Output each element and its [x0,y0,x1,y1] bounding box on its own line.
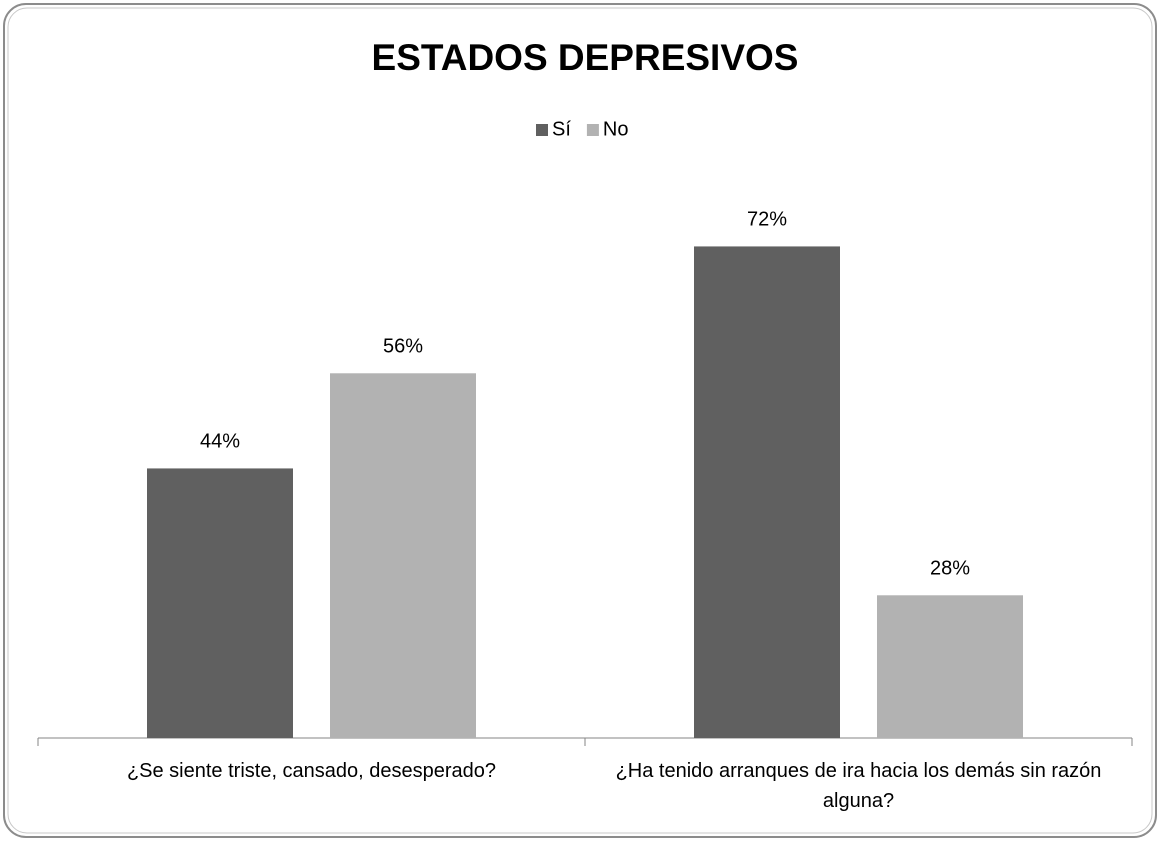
data-label: 72% [747,209,787,231]
bar [877,595,1023,738]
x-tick-label: ¿Se siente triste, cansado, desesperado? [126,760,497,782]
chart-frame-inner [7,7,1153,834]
legend-swatch [586,124,599,136]
legend-label: No [603,118,629,140]
chart-title: ESTADOS DEPRESIVOS [372,37,799,78]
legend-swatch [536,124,548,136]
data-label: 28% [930,558,970,580]
legend-label: Sí [552,118,571,140]
data-label: 56% [383,336,423,358]
bar [694,246,840,738]
bar [147,468,293,738]
bar [330,373,476,738]
x-tick-label: ¿Ha tenido arranques de ira hacia los de… [615,760,1102,812]
data-label: 44% [200,431,240,453]
